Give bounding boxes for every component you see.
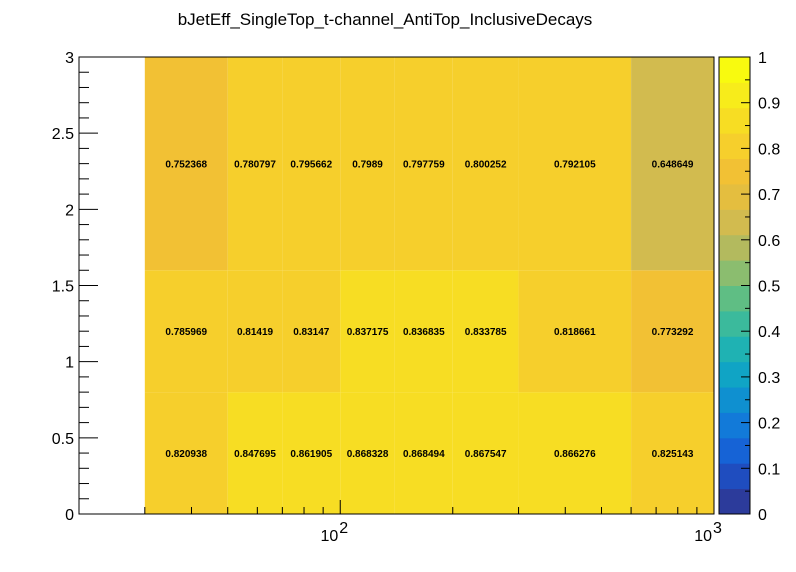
heatmap-cell bbox=[144, 57, 228, 271]
palette-swatch bbox=[719, 336, 750, 363]
palette-swatch bbox=[719, 57, 750, 83]
x-tick-label-exponent: 3 bbox=[713, 520, 722, 537]
palette-swatch bbox=[719, 234, 750, 261]
cell-value-label: 0.818661 bbox=[554, 327, 596, 338]
x-tick-label: 10 bbox=[694, 528, 712, 545]
palette-tick-label: 0.8 bbox=[758, 141, 780, 158]
palette-swatch bbox=[719, 412, 750, 439]
cell-value-label: 0.795662 bbox=[290, 160, 332, 171]
palette-swatch bbox=[719, 310, 750, 337]
cell-value-label: 0.836835 bbox=[403, 327, 445, 338]
heatmap-cell bbox=[452, 392, 519, 514]
palette-tick-label: 0.1 bbox=[758, 461, 780, 478]
cell-value-label: 0.833785 bbox=[465, 327, 507, 338]
cell-value-label: 0.866276 bbox=[554, 449, 596, 460]
heatmap-cell bbox=[144, 270, 228, 393]
y-tick-label: 1.5 bbox=[52, 279, 74, 296]
heatmap-cell bbox=[340, 57, 395, 271]
cell-value-label: 0.867547 bbox=[465, 449, 507, 460]
heatmap-cell bbox=[282, 270, 341, 393]
x-tick-label: 10 bbox=[320, 528, 338, 545]
heatmap-cell bbox=[631, 270, 714, 393]
cell-value-label: 0.792105 bbox=[554, 160, 596, 171]
color-palette bbox=[718, 56, 751, 515]
palette-tick-label: 0.2 bbox=[758, 416, 780, 433]
cell-value-label: 0.868494 bbox=[403, 449, 445, 460]
y-tick-label: 1 bbox=[65, 355, 74, 372]
palette-swatch bbox=[719, 488, 750, 515]
palette-swatch bbox=[719, 158, 750, 185]
y-tick-label: 2 bbox=[65, 202, 74, 219]
palette-swatch bbox=[719, 209, 750, 236]
cell-value-label: 0.820938 bbox=[165, 449, 207, 460]
cell-value-label: 0.7989 bbox=[352, 160, 383, 171]
color-palette-axis: 0 0.1 0.2 0.3 0.4 0.5 0.6 0.7 0.8 0.9 1 bbox=[741, 50, 780, 524]
cell-value-label: 0.648649 bbox=[652, 160, 694, 171]
palette-tick-label: 1 bbox=[758, 50, 767, 67]
y-tick-label: 3 bbox=[65, 50, 74, 67]
palette-tick-label: 0.4 bbox=[758, 324, 780, 341]
heatmap-cell bbox=[518, 392, 632, 514]
palette-tick-label: 0.9 bbox=[758, 96, 780, 113]
cell-value-label: 0.83147 bbox=[293, 327, 330, 338]
heatmap-cells bbox=[144, 57, 714, 514]
cell-value-label: 0.81419 bbox=[237, 327, 274, 338]
heatmap-cell bbox=[452, 270, 519, 393]
palette-swatch bbox=[719, 437, 750, 464]
palette-tick-label: 0.7 bbox=[758, 187, 780, 204]
y-tick-label: 0.5 bbox=[52, 431, 74, 448]
heatmap-cell bbox=[340, 392, 395, 514]
heatmap-cell bbox=[518, 270, 632, 393]
cell-value-label: 0.797759 bbox=[403, 160, 445, 171]
palette-swatch bbox=[719, 183, 750, 210]
palette-swatch bbox=[719, 82, 750, 109]
cell-value-label: 0.752368 bbox=[165, 160, 207, 171]
heatmap-cell bbox=[394, 270, 453, 393]
heatmap-cell bbox=[518, 57, 632, 271]
cell-value-label: 0.868328 bbox=[347, 449, 389, 460]
palette-tick-label: 0.5 bbox=[758, 279, 780, 296]
heatmap-cell bbox=[227, 270, 283, 393]
palette-swatch bbox=[719, 107, 750, 134]
cell-value-label: 0.847695 bbox=[234, 449, 276, 460]
palette-swatch bbox=[719, 285, 750, 312]
y-tick-label: 0 bbox=[65, 507, 74, 524]
x-axis: 10 2 10 3 bbox=[78, 500, 722, 545]
cell-value-label: 0.825143 bbox=[652, 449, 694, 460]
heatmap-cell bbox=[340, 270, 395, 393]
palette-swatch bbox=[719, 260, 750, 286]
cell-value-label: 0.785969 bbox=[165, 327, 207, 338]
cell-value-label: 0.780797 bbox=[234, 160, 276, 171]
cell-value-label: 0.837175 bbox=[347, 327, 389, 338]
heatmap-cell bbox=[282, 57, 341, 271]
palette-swatch bbox=[719, 387, 750, 413]
heatmap-cell bbox=[144, 392, 228, 514]
heatmap-cell bbox=[227, 57, 283, 271]
palette-swatch bbox=[719, 361, 750, 388]
heatmap-cell bbox=[394, 392, 453, 514]
cell-value-label: 0.861905 bbox=[290, 449, 332, 460]
heatmap-cell bbox=[282, 392, 341, 514]
palette-tick-label: 0.3 bbox=[758, 370, 780, 387]
palette-tick-label: 0.6 bbox=[758, 233, 780, 250]
heatmap-cell bbox=[227, 392, 283, 514]
cell-value-label: 0.773292 bbox=[652, 327, 694, 338]
heatmap-cell bbox=[631, 392, 714, 514]
cell-value-label: 0.800252 bbox=[465, 160, 507, 171]
palette-swatch bbox=[719, 133, 750, 160]
heatmap-cell-labels: 0.820938 0.847695 0.861905 0.868328 0.868494… bbox=[165, 160, 693, 460]
palette-tick-label: 0 bbox=[758, 507, 767, 524]
palette-swatch bbox=[719, 463, 750, 490]
heatmap-cell bbox=[394, 57, 453, 271]
y-axis: 0 0.5 1 1.5 2 2.5 3 bbox=[52, 50, 98, 524]
y-tick-label: 2.5 bbox=[52, 126, 74, 143]
heatmap-cell bbox=[452, 57, 519, 271]
chart-title: bJetEff_SingleTop_t-channel_AntiTop_Incl… bbox=[178, 10, 593, 29]
heatmap-cell bbox=[631, 57, 714, 271]
x-tick-label-exponent: 2 bbox=[339, 520, 348, 537]
